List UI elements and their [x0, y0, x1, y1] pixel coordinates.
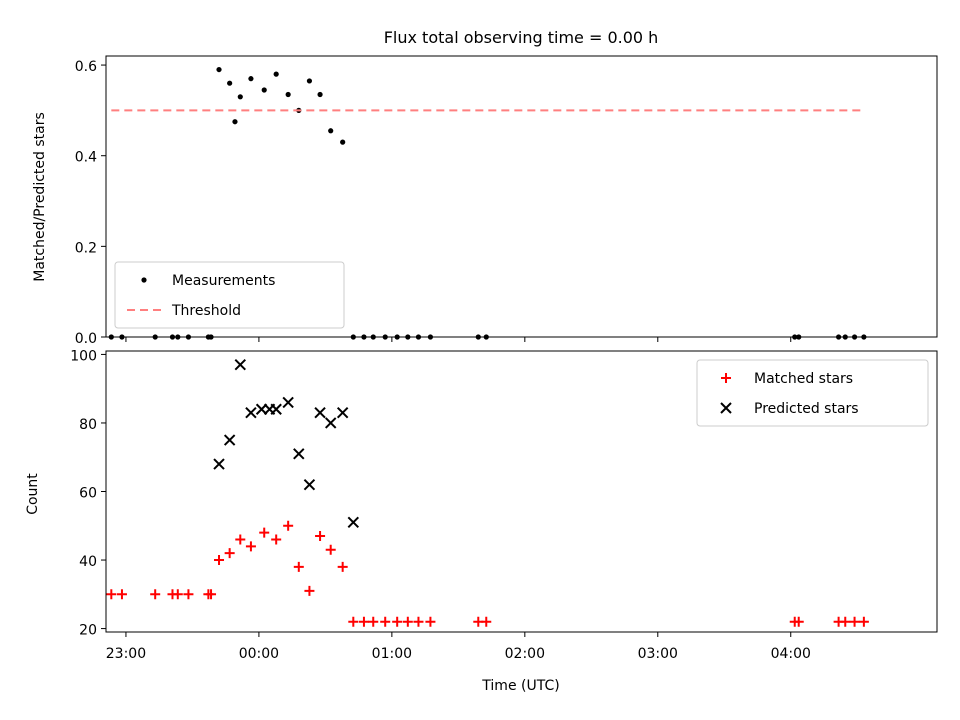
measurement-point [248, 76, 254, 82]
predicted-star-point [314, 406, 326, 419]
matched-star-point [392, 616, 403, 627]
matched-star-point [402, 616, 413, 627]
bottom-ylabel: Count [25, 473, 41, 515]
y-tick-label: 0.4 [75, 150, 97, 166]
predicted-star-point [303, 478, 316, 491]
predicted-star-point [213, 458, 225, 470]
axes-frame [105, 350, 938, 633]
legend-label: Matched stars [754, 371, 853, 387]
y-tick-label: 0.0 [75, 331, 97, 347]
y-tick-label: 20 [79, 623, 97, 639]
matched-star-point [348, 616, 359, 627]
x-tick-label: 00:00 [239, 646, 279, 662]
predicted-star-point [245, 406, 257, 419]
matched-star-point [293, 561, 304, 572]
x-tick-label: 02:00 [505, 646, 545, 662]
top-ylabel: Matched/Predicted stars [32, 112, 48, 282]
matched-star-point [849, 616, 860, 627]
matched-star-point [259, 527, 270, 538]
predicted-star-point [293, 448, 305, 460]
legend-label: Threshold [171, 303, 241, 319]
legend-swatch [720, 402, 732, 414]
y-tick-label: 0.2 [75, 240, 97, 256]
predicted-star-point [270, 403, 282, 415]
x-tick-label: 23:00 [106, 646, 146, 662]
measurement-point [261, 87, 267, 93]
legend-box [696, 359, 929, 427]
x-tick-label: 04:00 [771, 646, 811, 662]
measurement-point [306, 78, 313, 84]
y-tick-label: 60 [79, 486, 97, 502]
chart-title: Flux total observing time = 0.00 h [384, 28, 659, 47]
matched-star-point [304, 585, 315, 596]
measurement-point [340, 139, 346, 145]
measurement-point [232, 119, 238, 125]
matched-star-point [172, 589, 183, 600]
matched-star-point [224, 548, 235, 559]
legend-box [114, 261, 345, 329]
matched-star-point [150, 589, 161, 600]
matched-star-point [245, 541, 256, 552]
top-panel: 0.0 0.2 0.4 0.6 Measurements Threshold [75, 55, 938, 347]
matched-star-point [116, 589, 127, 600]
matched-star-point [183, 589, 194, 600]
predicted-star-point [282, 396, 294, 409]
measurement-point [237, 94, 243, 100]
measurement-point [227, 80, 233, 86]
matched-star-point [337, 561, 348, 572]
y-tick-label: 40 [79, 554, 97, 570]
predicted-star-point [234, 358, 246, 371]
measurement-point [216, 66, 222, 73]
y-tick-label: 0.6 [75, 59, 97, 75]
measurement-point [273, 71, 279, 77]
x-tick-label: 01:00 [372, 646, 412, 662]
matched-star-point [206, 589, 217, 600]
matched-star-point [358, 616, 369, 627]
bottom-xlabel: Time (UTC) [481, 678, 559, 694]
matched-star-point [235, 534, 246, 545]
matched-star-point [214, 555, 225, 566]
measurement-point [328, 128, 334, 134]
matched-star-point [325, 544, 336, 555]
measurement-point [317, 91, 323, 98]
predicted-star-point [336, 406, 349, 419]
matched-star-point [413, 616, 424, 627]
predicted-star-point [347, 516, 360, 529]
predicted-star-point [324, 417, 337, 429]
predicted-star-point [223, 434, 236, 446]
matched-star-point [283, 520, 294, 531]
matched-star-point [380, 616, 391, 627]
matched-star-point [858, 616, 869, 627]
matched-star-point [840, 616, 851, 627]
x-tick-label: 03:00 [638, 646, 678, 662]
measurement-point [285, 91, 291, 98]
axes-frame [105, 55, 938, 338]
legend-swatch [141, 277, 147, 283]
legend-label: Measurements [172, 273, 275, 289]
matched-star-point [271, 534, 282, 545]
matched-star-point [368, 616, 379, 627]
matched-star-point [315, 531, 326, 542]
matched-star-point [481, 616, 492, 627]
matched-star-point [793, 616, 804, 627]
y-tick-label: 80 [79, 417, 97, 433]
legend-swatch [721, 373, 731, 383]
legend-label: Predicted stars [754, 401, 859, 417]
y-tick-label: 100 [70, 348, 97, 364]
bottom-panel: 20 40 60 80 100 23:00 00:00 01:00 02:00 03:00 04:0… [70, 348, 938, 662]
matched-star-point [425, 616, 436, 627]
matched-star-point [106, 589, 117, 600]
